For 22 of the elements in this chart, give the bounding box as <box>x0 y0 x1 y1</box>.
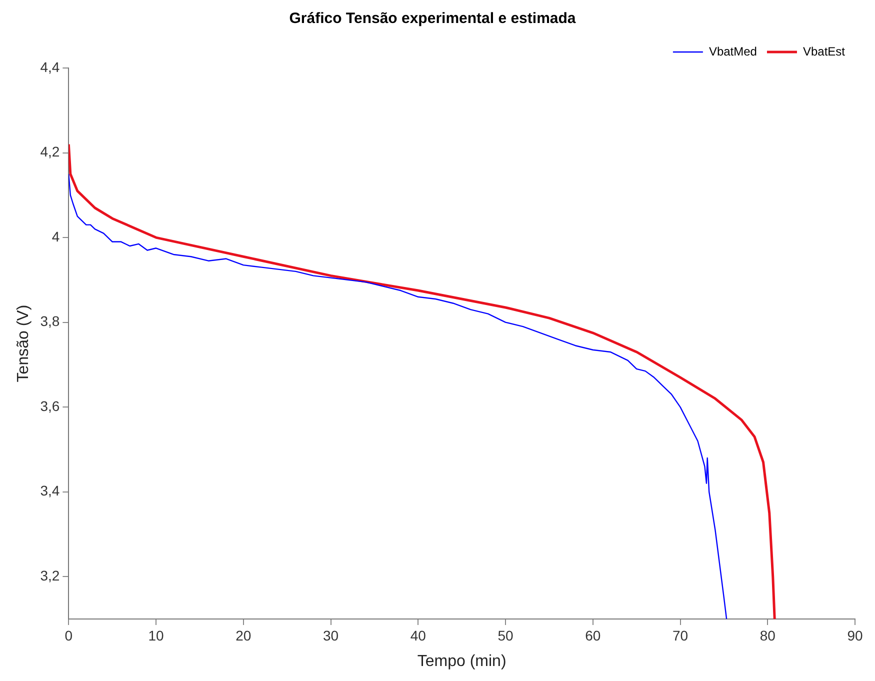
x-tick-label: 70 <box>672 627 688 644</box>
x-tick-label: 60 <box>585 627 601 644</box>
x-tick-label: 50 <box>498 627 514 644</box>
y-tick-label: 3,8 <box>40 313 60 330</box>
chart-title: Gráfico Tensão experimental e estimada <box>289 10 576 28</box>
y-tick-label: 4 <box>52 228 60 244</box>
y-tick-label: 3,2 <box>40 567 60 584</box>
y-axis-title: Tensão (V) <box>15 304 32 382</box>
x-axis-title: Tempo (min) <box>417 652 506 670</box>
x-tick-label: 10 <box>148 627 164 644</box>
x-tick-label: 30 <box>322 627 339 644</box>
legend-label: VbatMed <box>708 44 757 58</box>
x-tick-label: 0 <box>64 627 73 644</box>
y-tick-label: 4,2 <box>40 144 60 160</box>
x-tick-label: 20 <box>236 627 252 644</box>
y-tick-label: 3,4 <box>40 482 60 499</box>
y-tick-label: 4,4 <box>40 58 60 75</box>
legend-label: VbatEst <box>802 44 846 58</box>
x-tick-label: 80 <box>760 627 776 644</box>
x-tick-label: 90 <box>847 627 863 644</box>
x-tick-label: 40 <box>410 627 426 644</box>
y-tick-label: 3,6 <box>40 398 60 414</box>
